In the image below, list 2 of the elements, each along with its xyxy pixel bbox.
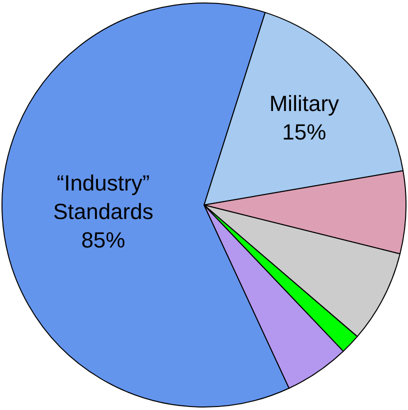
slice-label: “Industry” Standards 85% (53, 170, 154, 253)
slice-label: Military 15% (269, 90, 340, 144)
